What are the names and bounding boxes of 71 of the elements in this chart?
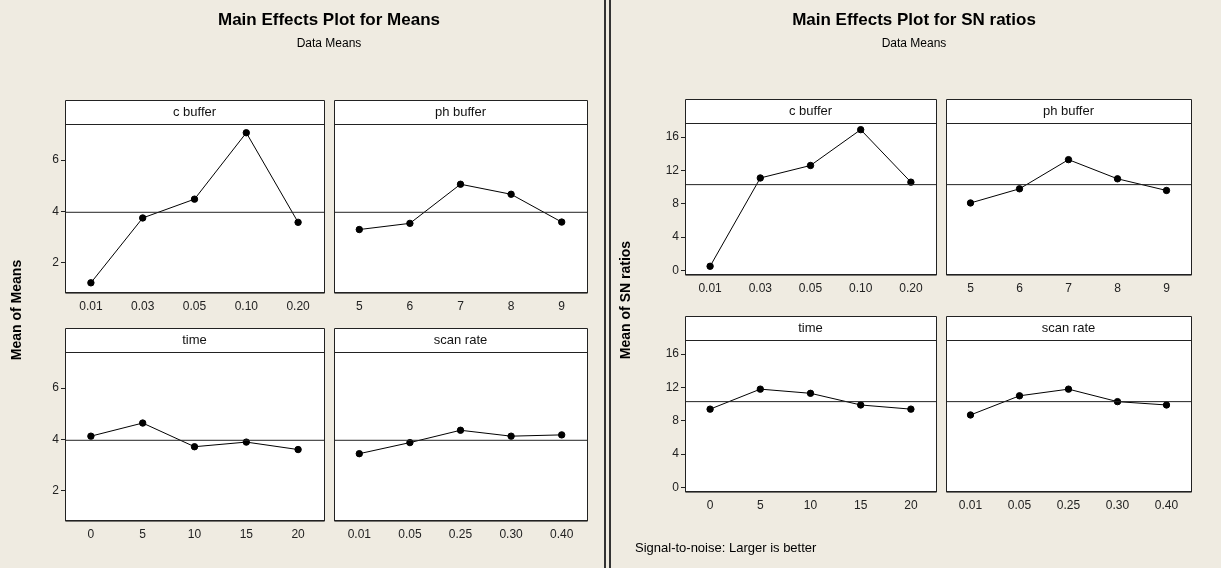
x-tick-label: 0 bbox=[87, 527, 95, 542]
y-tick-label: 12 bbox=[665, 379, 680, 394]
x-tick-label: 0.20 bbox=[286, 299, 311, 314]
y-tick-label: 0 bbox=[672, 479, 680, 494]
y-tick-label: 2 bbox=[52, 255, 60, 270]
text: Mean of Means bbox=[8, 259, 24, 361]
x-tick-label: 9 bbox=[1163, 281, 1171, 296]
text: Data Means bbox=[880, 36, 948, 50]
y-tick-label: 16 bbox=[665, 346, 680, 361]
x-tick-label: 0.01 bbox=[347, 527, 372, 542]
chart-title: c buffer bbox=[788, 102, 833, 118]
x-tick-label: 0.03 bbox=[131, 299, 155, 314]
text: Data Means bbox=[295, 36, 363, 50]
chart-title: scan rate bbox=[1041, 319, 1096, 335]
chart-title: time bbox=[182, 331, 207, 347]
y-tick-label: 4 bbox=[672, 229, 680, 244]
chart-title: c buffer bbox=[172, 103, 217, 119]
x-tick-label: 0 bbox=[706, 498, 714, 513]
x-tick-label: 8 bbox=[1114, 281, 1122, 296]
y-tick-label: 8 bbox=[672, 413, 680, 428]
x-tick-label: 5 bbox=[756, 498, 764, 513]
chart-title: scan rate bbox=[433, 331, 488, 347]
y-tick-label: 4 bbox=[672, 446, 680, 461]
chart-title: time bbox=[798, 319, 823, 335]
chart-title: ph buffer bbox=[1042, 102, 1095, 118]
y-tick-label: 6 bbox=[52, 380, 60, 395]
x-tick-label: 5 bbox=[139, 527, 147, 542]
text: Signal-to-noise: Larger is better bbox=[635, 540, 817, 555]
x-tick-label: 0.30 bbox=[499, 527, 524, 542]
text: Main Effects Plot for SN ratios bbox=[791, 10, 1037, 30]
text: Main Effects Plot for Means bbox=[217, 10, 441, 30]
x-tick-label: 8 bbox=[507, 299, 515, 314]
y-tick-label: 4 bbox=[52, 203, 60, 218]
x-tick-label: 0.05 bbox=[182, 299, 207, 314]
x-tick-label: 20 bbox=[904, 498, 918, 513]
y-tick-label: 12 bbox=[665, 162, 680, 177]
x-tick-label: 15 bbox=[854, 498, 868, 513]
y-tick-label: 8 bbox=[672, 196, 680, 211]
x-tick-label: 7 bbox=[1065, 281, 1073, 296]
text: Mean of SN ratios bbox=[617, 240, 633, 360]
x-tick-label: 0.05 bbox=[798, 281, 823, 296]
chart-title: ph buffer bbox=[434, 103, 487, 119]
x-tick-label: 0.10 bbox=[234, 299, 259, 314]
x-tick-label: 0.25 bbox=[1056, 498, 1081, 513]
x-tick-label: 0.30 bbox=[1105, 498, 1130, 513]
x-tick-label: 0.40 bbox=[550, 527, 574, 542]
x-tick-label: 0.05 bbox=[1007, 498, 1032, 513]
x-tick-label: 0.20 bbox=[899, 281, 923, 296]
x-tick-label: 0.01 bbox=[958, 498, 983, 513]
x-tick-label: 20 bbox=[291, 527, 306, 542]
x-tick-label: 5 bbox=[355, 299, 363, 314]
x-tick-label: 5 bbox=[967, 281, 975, 296]
x-tick-label: 0.01 bbox=[698, 281, 723, 296]
x-tick-label: 0.03 bbox=[748, 281, 773, 296]
x-tick-label: 0.10 bbox=[849, 281, 873, 296]
x-tick-label: 0.25 bbox=[448, 527, 473, 542]
x-tick-label: 15 bbox=[239, 527, 254, 542]
x-tick-label: 9 bbox=[558, 299, 566, 314]
y-tick-label: 4 bbox=[52, 431, 60, 446]
x-tick-label: 7 bbox=[457, 299, 465, 314]
x-tick-label: 0.01 bbox=[79, 299, 103, 314]
y-tick-label: 6 bbox=[52, 152, 60, 167]
x-tick-label: 10 bbox=[187, 527, 202, 542]
x-tick-label: 6 bbox=[406, 299, 414, 314]
x-tick-label: 10 bbox=[803, 498, 818, 513]
x-tick-label: 0.05 bbox=[398, 527, 422, 542]
x-tick-label: 6 bbox=[1016, 281, 1024, 296]
y-tick-label: 2 bbox=[52, 483, 60, 498]
y-tick-label: 0 bbox=[672, 262, 680, 277]
y-tick-label: 16 bbox=[665, 129, 680, 144]
x-tick-label: 0.40 bbox=[1154, 498, 1179, 513]
